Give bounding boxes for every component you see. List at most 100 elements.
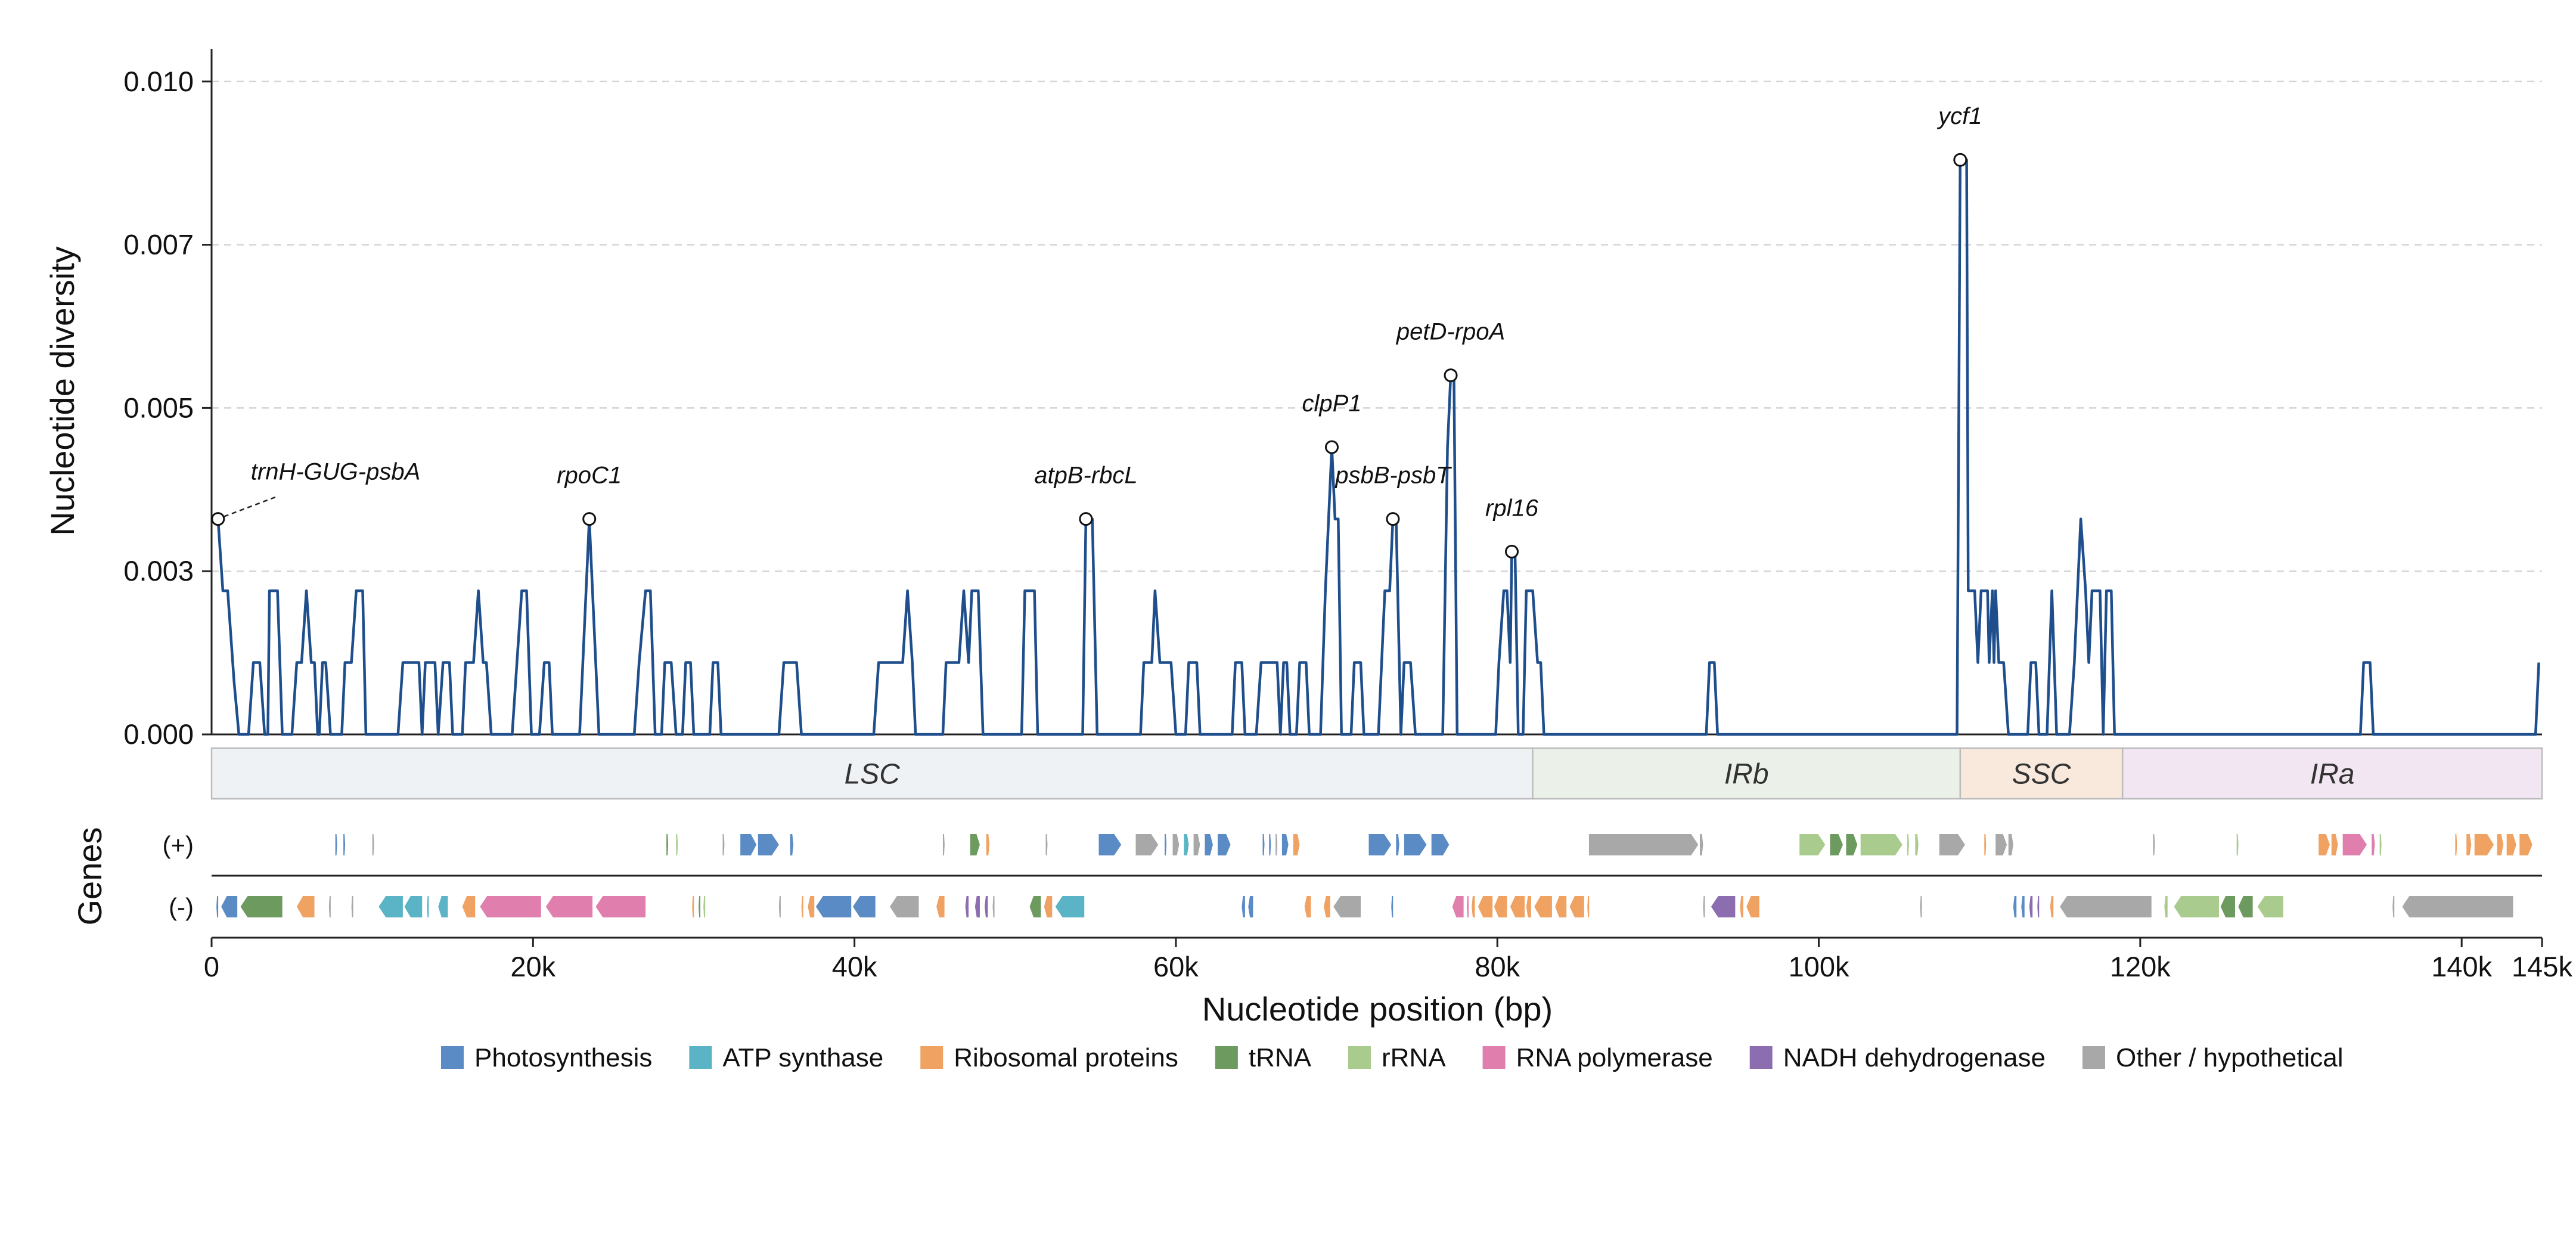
- gene-minus-strand: [889, 896, 919, 917]
- gene-minus-strand: [328, 896, 331, 917]
- gene-plus-strand: [2236, 834, 2239, 855]
- gene-minus-strand: [595, 896, 646, 917]
- gene-minus-strand: [404, 896, 423, 917]
- y-axis-title: Nucleotide diversity: [44, 246, 81, 536]
- gene-minus-strand: [808, 896, 815, 917]
- gene-minus-strand: [1740, 896, 1743, 917]
- gene-minus-strand: [1494, 896, 1507, 917]
- y-tick-label: 0.010: [123, 66, 194, 97]
- gene-plus-strand: [740, 834, 757, 855]
- gene-minus-strand: [852, 896, 876, 917]
- gene-minus-strand: [992, 896, 995, 917]
- gene-plus-strand: [2455, 834, 2457, 855]
- legend-swatch-4: [1348, 1046, 1371, 1069]
- gene-plus-strand: [1172, 834, 1180, 855]
- gene-plus-strand: [1184, 834, 1189, 855]
- gene-minus-strand: [692, 896, 694, 917]
- gene-plus-strand: [1281, 834, 1289, 855]
- gene-plus-strand: [1846, 834, 1858, 855]
- gene-plus-strand: [1799, 834, 1826, 855]
- gene-plus-strand: [970, 834, 980, 855]
- peak-annotations: trnH-GUG-psbA rpoC1 atpB-rbcL clpP1 psbB-psb…: [224, 103, 1982, 521]
- legend-swatch-2: [920, 1046, 944, 1069]
- legend-label: Ribosomal proteins: [954, 1043, 1178, 1072]
- legend-label: tRNA: [1249, 1043, 1312, 1072]
- x-tick-label: 80k: [1475, 951, 1520, 982]
- gene-minus-strand: [2392, 896, 2395, 917]
- gene-minus-strand: [1534, 896, 1552, 917]
- gene-plus-strand: [942, 834, 945, 855]
- gene-minus-strand: [974, 896, 980, 917]
- peak-marker: [1953, 153, 1967, 167]
- region-label-ira: IRa: [2310, 759, 2355, 790]
- gene-minus-strand: [1703, 896, 1705, 917]
- gene-minus-strand: [1467, 896, 1469, 917]
- peak-marker: [1386, 512, 1400, 526]
- legend-swatch-0: [441, 1046, 464, 1069]
- gene-plus-strand: [1396, 834, 1399, 855]
- gene-minus-strand: [2164, 896, 2168, 917]
- diversity-line: [212, 158, 2540, 736]
- x-tick-label: 100k: [1789, 951, 1849, 982]
- gene-plus-strand: [1995, 834, 2007, 855]
- peak-marker: [582, 512, 597, 526]
- gene-minus-strand: [1044, 896, 1053, 917]
- x-tick-label: 140k: [2431, 951, 2492, 982]
- gene-minus-strand: [1478, 896, 1493, 917]
- gene-minus-strand: [296, 896, 315, 917]
- annotation-trnh-gug-psba: trnH-GUG-psbA: [251, 459, 421, 485]
- legend-label: NADH dehydrogenase: [1783, 1043, 2046, 1072]
- gene-minus-strand: [1029, 896, 1041, 917]
- annotation-clpp1: clpP1: [1302, 390, 1361, 417]
- gene-plus-strand: [2474, 834, 2494, 855]
- gene-minus-strand: [699, 896, 701, 917]
- region-label-irb: IRb: [1724, 759, 1769, 790]
- peak-marker: [1444, 368, 1458, 383]
- gene-plus-strand: [1135, 834, 1159, 855]
- grid-layer: [212, 80, 2542, 572]
- gene-plus-strand: [1205, 834, 1213, 855]
- genome-regions: LSC IRb SSC IRa: [210, 747, 2543, 800]
- gene-track-label: Genes: [71, 827, 108, 926]
- gene-plus-strand: [1098, 834, 1122, 855]
- gene-minus-strand: [1920, 896, 1922, 917]
- gene-plus-strand: [1915, 834, 1919, 855]
- gene-minus-strand: [2220, 896, 2235, 917]
- x-tick-label: 0: [204, 951, 219, 982]
- gene-plus-strand: [1262, 834, 1265, 855]
- gene-minus-strand: [1248, 896, 1253, 917]
- gene-minus-strand: [427, 896, 429, 917]
- annotation-rpoc1: rpoC1: [557, 463, 622, 489]
- x-tick-label: 145k: [2512, 951, 2572, 982]
- gene-plus-strand: [2466, 834, 2472, 855]
- legend-label: Other / hypothetical: [2116, 1043, 2344, 1072]
- x-tick-label: 20k: [510, 951, 555, 982]
- gene-minus-strand: [545, 896, 593, 917]
- gene-plus-strand: [2153, 834, 2155, 855]
- gene-plus-strand: [1860, 834, 1902, 855]
- gene-plus-strand: [335, 834, 337, 855]
- y-tick-label: 0.007: [123, 229, 194, 260]
- gene-minus-strand: [1555, 896, 1567, 917]
- gene-minus-strand: [985, 896, 988, 917]
- gene-minus-strand: [703, 896, 706, 917]
- gene-plus-strand: [666, 834, 669, 855]
- gene-plus-strand: [758, 834, 779, 855]
- gene-plus-strand: [1431, 834, 1450, 855]
- annotation-atpb-rbcl: atpB-rbcL: [1034, 463, 1137, 489]
- gene-minus-strand: [1242, 896, 1245, 917]
- legend-swatch-3: [1215, 1046, 1238, 1069]
- gene-minus-strand: [778, 896, 781, 917]
- gene-minus-strand: [2174, 896, 2219, 917]
- gene-plus-strand: [2331, 834, 2338, 855]
- gene-minus-strand: [1304, 896, 1311, 917]
- x-tick-label: 40k: [832, 951, 877, 982]
- gene-minus-strand: [1055, 896, 1085, 917]
- gene-minus-strand: [1711, 896, 1736, 917]
- peak-marker: [1505, 544, 1519, 559]
- gene-plus-strand: [1939, 834, 1965, 855]
- gene-minus-strand: [2050, 896, 2054, 917]
- gene-minus-strand: [216, 896, 219, 917]
- gene-minus-strand: [1587, 896, 1590, 917]
